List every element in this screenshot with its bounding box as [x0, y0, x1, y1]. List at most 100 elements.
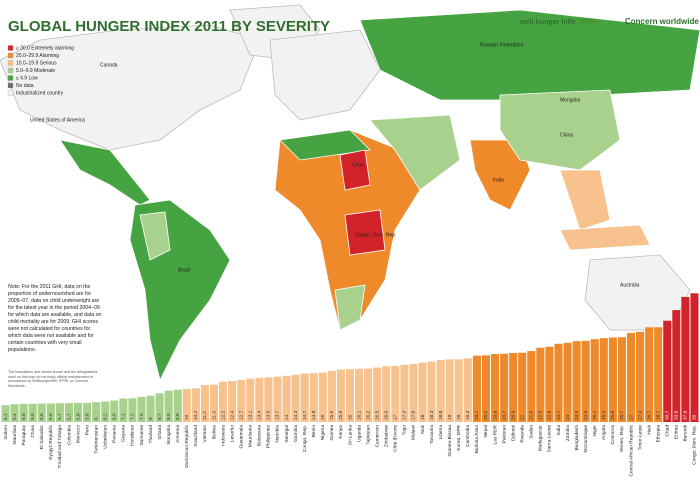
- value-label: 7.2: [130, 413, 136, 420]
- value-label: 19: [447, 414, 453, 420]
- bar: [219, 381, 228, 422]
- logo: welt hunger hilfe: [519, 19, 576, 26]
- category-label: Mauritius: [12, 424, 18, 444]
- value-label: 27: [628, 414, 634, 420]
- bar: [636, 331, 645, 422]
- legend-swatch: [7, 75, 14, 81]
- bar: [64, 403, 74, 422]
- bar: [599, 338, 608, 422]
- category-label: Côte d'Ivoire: [393, 425, 399, 452]
- bar: [590, 339, 599, 422]
- bar: [200, 385, 209, 422]
- category-label: Liberia: [438, 425, 444, 440]
- legend-label: 5.0–9.9 Moderate: [16, 68, 55, 74]
- category-label: Paraguay: [21, 424, 27, 445]
- category-label: Burkina Faso: [474, 425, 480, 454]
- category-label: Nepal: [483, 425, 489, 438]
- logo: IFPRI: [580, 19, 598, 26]
- value-label: 22.8: [547, 410, 553, 420]
- value-label: 27.3: [637, 410, 643, 420]
- value-label: 18.3: [429, 410, 435, 420]
- map-label: Canada: [100, 62, 118, 68]
- bar: [409, 363, 418, 422]
- bar: [617, 337, 626, 422]
- category-label: Guyana: [121, 425, 127, 442]
- category-label: Senegal: [284, 425, 290, 443]
- bar: [282, 375, 291, 422]
- category-label: Panama: [112, 425, 118, 443]
- value-label: 7.1: [121, 413, 127, 420]
- bar: [1, 405, 10, 422]
- bar: [318, 372, 327, 422]
- category-label: Tanzania: [429, 425, 435, 445]
- bar: [28, 403, 37, 422]
- legend-swatch: [7, 82, 14, 89]
- value-label: 13.5: [266, 410, 272, 420]
- category-label: Congo, Dem. Rep.: [692, 425, 698, 465]
- category-label: Sierra Leone: [547, 425, 553, 453]
- value-label: 10: [184, 414, 190, 420]
- value-label: 24.6: [583, 410, 589, 420]
- value-label: 5.6: [39, 413, 45, 420]
- value-label: 11.3: [211, 411, 217, 420]
- value-label: 25.6: [610, 410, 616, 420]
- value-label: 5.4: [12, 413, 18, 420]
- bar: [355, 368, 364, 422]
- category-label: Armenia: [175, 425, 181, 443]
- bar: [554, 343, 563, 422]
- bar: [155, 393, 164, 422]
- category-label: Lao PDR: [492, 424, 498, 444]
- bar: [83, 402, 92, 422]
- category-label: Lesotho: [229, 425, 235, 442]
- value-label: 6.2: [103, 413, 109, 420]
- value-label: 16.2: [365, 410, 371, 420]
- bar: [110, 400, 119, 422]
- bar: [681, 296, 690, 422]
- category-label: Kyrgyz Republic: [48, 424, 54, 459]
- bar: [19, 403, 28, 422]
- bar: [391, 365, 400, 422]
- category-label: Vietnam: [202, 425, 208, 443]
- category-label: Turkmenistan: [93, 425, 99, 454]
- category-label: Sudan: [529, 425, 535, 439]
- category-label: Peru: [84, 425, 90, 435]
- bar: [663, 320, 672, 422]
- legend-swatch: [7, 45, 14, 51]
- bar: [527, 351, 536, 422]
- bar: [10, 404, 19, 422]
- map-label: Russian Federation: [480, 42, 524, 48]
- value-label: 15: [320, 414, 326, 420]
- value-label: 8: [148, 417, 154, 420]
- value-label: 16: [347, 414, 353, 420]
- bar: [55, 403, 64, 422]
- value-label: 12.7: [238, 410, 244, 420]
- land: [279, 129, 371, 161]
- category-label: Niger: [592, 425, 598, 437]
- value-label: 5.6: [48, 413, 54, 420]
- bar: [119, 398, 128, 422]
- value-label: 25.4: [601, 410, 607, 420]
- value-label: 20.7: [501, 410, 507, 420]
- value-label: 5.5: [30, 413, 36, 420]
- value-label: 23.7: [556, 410, 562, 420]
- category-label: Haiti: [646, 425, 652, 435]
- value-label: 19.3: [465, 410, 471, 420]
- category-label: Guatemala: [238, 425, 244, 449]
- category-label: Sri Lanka: [347, 425, 353, 446]
- legend-label: No data: [16, 83, 34, 89]
- land: [559, 224, 651, 251]
- bar: [654, 327, 663, 422]
- value-label: 15.9: [338, 410, 344, 420]
- bar: [436, 359, 445, 422]
- bar: [182, 389, 191, 422]
- category-label: Trinidad and Tobago: [57, 425, 63, 469]
- land: [559, 169, 611, 231]
- bar: [173, 389, 182, 422]
- bar: [373, 367, 382, 422]
- bar: [37, 403, 46, 422]
- land: [59, 139, 151, 206]
- category-label: Togo: [402, 425, 408, 436]
- bar: [427, 361, 436, 422]
- category-label: Guinea-Bissau: [447, 425, 453, 457]
- category-label: Tajikistan: [365, 425, 371, 445]
